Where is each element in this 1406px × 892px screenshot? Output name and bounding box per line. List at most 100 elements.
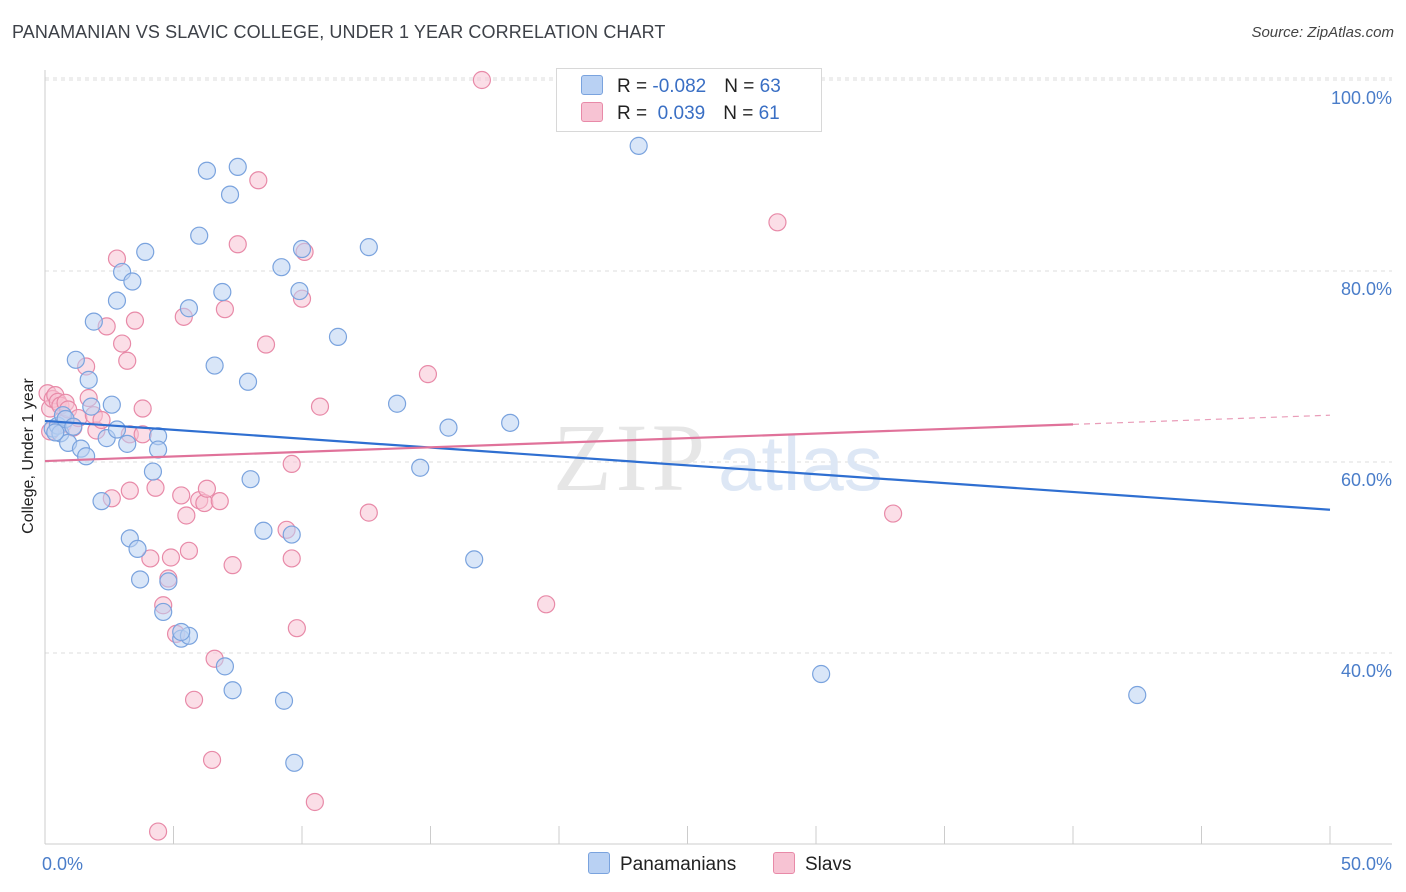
panamanian-point — [197, 161, 217, 180]
bottom-legend-swatch-pink — [773, 852, 795, 874]
panamanian-point — [79, 370, 98, 389]
slav-point — [120, 481, 139, 500]
panamanian-point — [290, 281, 309, 301]
y-tick-label: 80.0% — [1341, 279, 1392, 299]
legend-n-value: 61 — [758, 103, 780, 124]
slav-point — [202, 750, 222, 770]
slav-point — [472, 70, 491, 90]
panamanian-point — [82, 397, 101, 416]
legend-r-value: -0.082 — [652, 76, 707, 97]
slav-point — [768, 213, 787, 232]
slav-point — [310, 397, 330, 416]
panamanian-point — [118, 434, 137, 453]
chart-source: Source: ZipAtlas.com — [1251, 24, 1394, 41]
legend-r-label: R = — [617, 76, 653, 97]
slav-point — [179, 541, 199, 560]
panamanian-point — [282, 525, 301, 544]
legend-n-label: N = — [723, 103, 759, 124]
y-tick-label: 60.0% — [1341, 470, 1392, 490]
panamanian-point — [387, 394, 407, 413]
slav-point — [172, 486, 191, 505]
trend-lines — [44, 414, 1331, 511]
bottom-legend-swatch-blue — [588, 852, 610, 874]
slav-point — [215, 300, 234, 319]
slav-point — [177, 506, 196, 525]
panamanian-point — [172, 622, 191, 642]
gridlines — [45, 77, 1392, 654]
panamanian-point — [223, 681, 242, 700]
slav-point — [282, 549, 301, 568]
tick-labels: 100.0% 80.0% 60.0% 40.0% 0.0% 50.0% — [42, 88, 1392, 874]
panamanian-point — [84, 312, 103, 331]
panamanian-point — [274, 691, 294, 710]
panamanian-point — [411, 458, 430, 477]
panamanian-point — [328, 327, 348, 346]
panamanian-point — [123, 272, 142, 291]
panamanian-point — [1128, 685, 1147, 705]
slav-point — [305, 792, 324, 812]
panamanian-point — [241, 470, 260, 489]
slavs-trend-line-extension — [1072, 414, 1331, 425]
panamanian-point — [136, 242, 155, 261]
slav-point — [118, 351, 137, 370]
bottom-legend-label: Slavs — [805, 854, 852, 875]
legend-swatch-pink — [581, 102, 603, 122]
legend-row-panamanians: R = -0.082 N = 63 — [581, 75, 781, 99]
panamanian-point — [107, 420, 127, 439]
slav-point — [249, 171, 268, 190]
legend-n-label: N = — [724, 76, 760, 97]
slav-point — [146, 478, 165, 497]
slav-point — [210, 492, 229, 511]
panamanian-point — [501, 413, 520, 432]
y-tick-label: 100.0% — [1331, 88, 1392, 108]
watermark: ZIP atlas — [553, 404, 883, 511]
panamanian-point — [77, 447, 96, 466]
panamanian-point — [238, 372, 258, 391]
panamanian-point — [179, 299, 199, 318]
bottom-legend-slavs: Slavs — [773, 852, 851, 876]
panamanian-point — [254, 521, 273, 540]
bottom-legend-label: Panamanians — [620, 854, 737, 875]
slav-point — [125, 311, 145, 330]
correlation-legend: R = -0.082 N = 63 R = 0.039 N = 61 — [556, 68, 822, 132]
panamanian-point — [439, 418, 458, 437]
panamanian-point — [812, 664, 831, 684]
panamanian-point — [128, 539, 147, 559]
legend-r-value: 0.039 — [652, 103, 706, 124]
panamanian-point — [66, 350, 85, 369]
x-tick-label: 0.0% — [42, 854, 83, 874]
panamanian-point — [359, 238, 378, 257]
panamanian-point — [92, 492, 111, 511]
chart-title: PANAMANIAN VS SLAVIC COLLEGE, UNDER 1 YE… — [12, 22, 666, 42]
slav-point — [418, 365, 438, 384]
panamanian-point — [102, 395, 121, 414]
legend-r-label: R = — [617, 103, 653, 124]
slav-point — [228, 235, 247, 254]
panamanian-point — [465, 550, 484, 569]
panamanian-point — [130, 570, 150, 589]
panamanian-point — [272, 258, 291, 277]
panamanian-point — [190, 226, 209, 245]
panamanian-point — [154, 602, 173, 622]
panamanian-point — [215, 657, 234, 676]
panamanian-point — [46, 423, 65, 442]
slav-point — [148, 822, 168, 841]
slav-point — [141, 549, 160, 568]
panamanian-point — [213, 282, 232, 302]
slav-point — [184, 690, 204, 709]
panamanian-point — [107, 291, 127, 310]
slav-point — [287, 619, 306, 638]
slav-point — [112, 334, 132, 353]
slav-point — [223, 556, 242, 575]
panamanian-point — [220, 185, 240, 204]
legend-n-value: 63 — [759, 76, 781, 97]
panamanian-point — [143, 462, 163, 481]
legend-swatch-blue — [581, 75, 603, 95]
slav-point — [282, 454, 301, 474]
panamanians-trend-line — [44, 419, 1331, 511]
slav-point — [537, 595, 556, 614]
panamanian-point — [205, 356, 224, 375]
slav-point — [359, 503, 378, 522]
panamanian-point — [292, 239, 312, 259]
